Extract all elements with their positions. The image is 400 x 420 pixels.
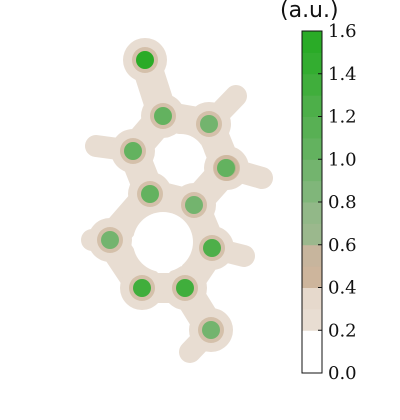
ring-hole-2 <box>133 212 193 272</box>
colorbar-bin-0 <box>302 330 322 374</box>
colorbar-bin-10 <box>302 116 322 139</box>
colorbar-bin-8 <box>302 159 322 182</box>
atom-peak-1 <box>136 51 154 69</box>
colorbar-bin-13 <box>302 52 322 75</box>
colorbar-bin-14 <box>302 31 322 53</box>
colorbar-tick-label-1: 0.2 <box>328 320 357 341</box>
ring-hole-1 <box>157 134 205 182</box>
atom-peak-9 <box>203 239 221 257</box>
colorbar-bin-2 <box>302 287 322 310</box>
colorbar-bin-7 <box>302 180 322 203</box>
atom-peak-12 <box>202 321 220 339</box>
colorbar-tick-label-8: 1.6 <box>328 21 357 42</box>
atom-peaks <box>97 47 240 343</box>
colorbar-tick-label-4: 0.8 <box>328 192 357 213</box>
colorbar-unit-label: (a.u.) <box>280 0 339 23</box>
molecule-density-map <box>81 38 273 363</box>
atom-peak-2 <box>154 107 172 125</box>
colorbar-bin-9 <box>302 137 322 160</box>
colorbar-bin-1 <box>302 308 322 331</box>
colorbar-bin-5 <box>302 223 322 246</box>
atom-peak-6 <box>141 185 159 203</box>
colorbar-ticks: 0.0 0.2 0.4 0.6 0.8 1.0 1.2 1.4 1.6 <box>318 21 357 384</box>
atom-peak-8 <box>101 231 119 249</box>
colorbar: 0.0 0.2 0.4 0.6 0.8 1.0 1.2 1.4 1.6 (a.u.) <box>280 0 357 384</box>
atom-peak-11 <box>176 279 194 297</box>
colorbar-tick-label-6: 1.2 <box>328 107 357 128</box>
atom-peak-7 <box>185 196 203 214</box>
density-envelope <box>81 38 273 363</box>
colorbar-bin-11 <box>302 95 322 117</box>
colorbar-bin-3 <box>302 266 322 288</box>
colorbar-bins <box>302 31 322 374</box>
colorbar-tick-label-3: 0.6 <box>328 235 357 256</box>
colorbar-tick-label-5: 1.0 <box>328 149 357 170</box>
atom-peak-13 <box>217 159 235 177</box>
colorbar-tick-label-2: 0.4 <box>328 278 357 299</box>
atom-peak-10 <box>133 279 151 297</box>
colorbar-bin-6 <box>302 202 322 224</box>
colorbar-tick-label-0: 0.0 <box>328 363 357 384</box>
colorbar-tick-label-7: 1.4 <box>328 64 357 85</box>
atom-peak-3 <box>200 115 218 133</box>
colorbar-bin-12 <box>302 73 322 96</box>
atom-peak-4 <box>124 142 142 160</box>
colorbar-bin-4 <box>302 244 322 267</box>
